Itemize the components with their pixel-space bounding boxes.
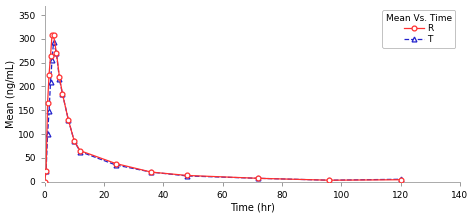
R [72,140,77,143]
T [65,118,71,121]
T [51,41,56,44]
R [56,76,62,78]
R [77,149,83,152]
Legend: R, T: R, T [382,10,456,48]
R [49,34,55,36]
R [255,177,261,180]
Line: T: T [42,40,403,184]
R [148,171,154,174]
R [113,162,118,165]
T [56,78,62,81]
T [113,164,118,166]
T [72,140,77,143]
T [54,52,59,54]
T [184,175,190,177]
R [48,54,54,57]
R [45,102,50,104]
T [49,59,55,62]
T [45,133,50,135]
R [43,170,49,172]
Line: R: R [42,33,403,184]
R [184,174,190,177]
Y-axis label: Mean (ng/mL): Mean (ng/mL) [6,60,16,128]
R [398,178,403,181]
R [42,180,47,183]
T [48,80,54,83]
T [148,171,154,174]
T [46,110,52,112]
T [77,150,83,153]
R [60,92,65,95]
T [327,179,332,182]
T [398,178,403,181]
T [43,170,49,172]
T [255,177,261,180]
R [54,52,59,54]
R [65,118,71,121]
R [46,73,52,76]
X-axis label: Time (hr): Time (hr) [230,203,275,213]
R [327,179,332,182]
T [60,92,65,95]
R [51,34,56,36]
T [42,180,47,183]
